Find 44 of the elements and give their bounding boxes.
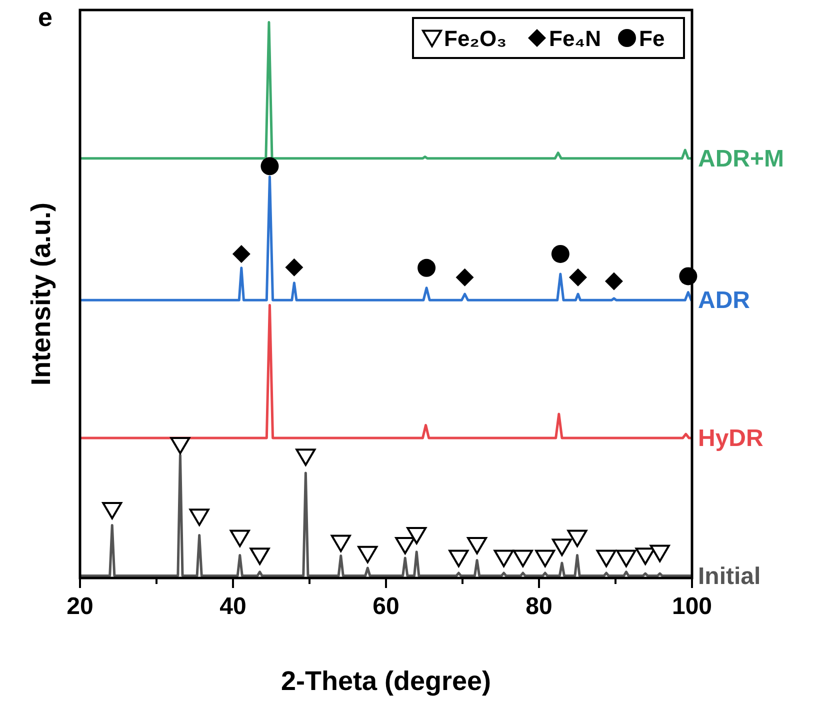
point [330,534,351,552]
x-tick-label: 40 [220,593,246,620]
point [552,538,572,556]
y-axis-title: Intensity (a.u.) [26,202,56,386]
series-label: HyDR [698,424,764,452]
point [395,537,416,554]
point [616,550,636,568]
series-label: Initial [698,562,761,590]
point [512,550,533,568]
point [567,530,588,548]
point [250,548,270,565]
series-label: ADR+M [698,145,784,172]
series-label: ADR [698,287,750,314]
point [232,244,250,263]
point [635,548,656,565]
legend-label: Fe₂O₃ [444,26,507,51]
point [569,268,588,286]
point [170,436,190,454]
point [650,544,670,562]
point [535,550,556,568]
point [604,272,623,290]
x-tick-label: 20 [66,593,94,620]
point [596,550,616,568]
point [467,537,488,554]
point [448,550,469,568]
point [456,268,474,286]
point [230,530,250,548]
point [551,244,570,263]
text: e [38,2,52,32]
point [189,508,210,526]
x-tick-label: 100 [672,593,712,620]
point [358,546,378,564]
point [296,448,316,466]
point [260,157,279,176]
x-axis-title: 2-Theta (degree) [280,666,492,696]
point [418,258,436,277]
legend-label: Fe [639,26,665,51]
point [406,527,427,544]
x-tick-label: 60 [372,593,400,620]
point [494,550,514,568]
x-tick-label: 80 [526,593,552,620]
point [285,258,304,276]
legend-label: Fe₄N [549,26,602,51]
point [102,502,122,520]
